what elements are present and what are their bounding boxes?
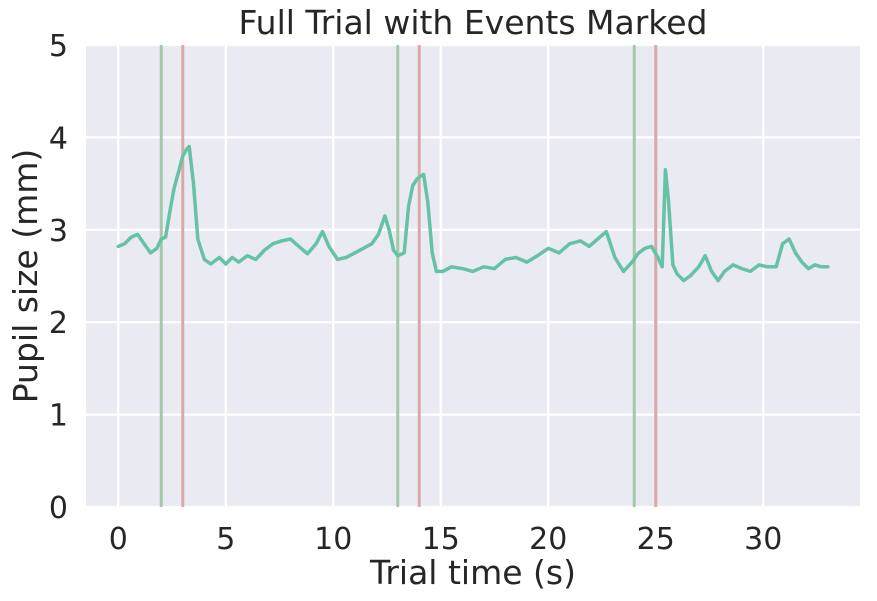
- pupil-size-line: [116, 144, 830, 283]
- x-axis-title: Trial time (s): [369, 553, 576, 592]
- x-ticks: 0 5 10 15 20 25 30: [109, 522, 783, 557]
- event-lines: [159, 45, 658, 507]
- y-axis-title: Pupil size (mm): [6, 149, 45, 404]
- x-tick-label: 15: [422, 522, 460, 557]
- y-ticks: 0 1 2 3 4 5: [49, 29, 68, 526]
- x-tick-label: 25: [637, 522, 675, 557]
- series: [116, 144, 830, 283]
- x-tick-label: 0: [109, 522, 128, 557]
- x-tick-label: 20: [529, 522, 567, 557]
- y-tick-label: 3: [49, 214, 68, 249]
- y-tick-label: 4: [49, 121, 68, 156]
- x-tick-label: 30: [744, 522, 782, 557]
- y-tick-label: 1: [49, 399, 68, 434]
- y-tick-label: 0: [49, 491, 68, 526]
- x-tick-label: 10: [314, 522, 352, 557]
- x-tick-label: 5: [216, 522, 235, 557]
- y-tick-label: 2: [49, 306, 68, 341]
- y-tick-label: 5: [49, 29, 68, 64]
- chart-title: Full Trial with Events Marked: [238, 3, 707, 42]
- plot-background: [86, 45, 860, 507]
